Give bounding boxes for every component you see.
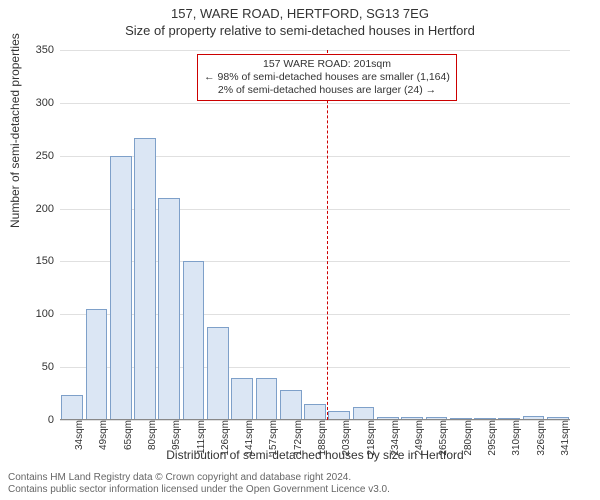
chart-title: 157, WARE ROAD, HERTFORD, SG13 7EG — [0, 0, 600, 21]
x-tick-label: 80sqm — [143, 420, 158, 450]
annotation-line: 2% of semi-detached houses are larger (2… — [204, 84, 450, 97]
x-tick-label: 65sqm — [119, 420, 134, 450]
chart-subtitle: Size of property relative to semi-detach… — [0, 21, 600, 38]
x-tick-label: 95sqm — [167, 420, 182, 450]
y-tick-label: 200 — [36, 203, 60, 215]
y-tick-label: 150 — [36, 255, 60, 267]
x-tick-label: 49sqm — [94, 420, 109, 450]
footer-line: Contains public sector information licen… — [8, 484, 390, 496]
reference-line — [327, 50, 328, 420]
annotation-line: 157 WARE ROAD: 201sqm — [204, 58, 450, 71]
x-axis-line — [60, 419, 570, 420]
histogram-bar — [110, 156, 132, 420]
histogram-bar — [158, 198, 180, 420]
y-tick-label: 250 — [36, 150, 60, 162]
x-tick-label: 34sqm — [70, 420, 85, 450]
y-tick-label: 300 — [36, 97, 60, 109]
y-tick-label: 350 — [36, 44, 60, 56]
histogram-bar — [231, 378, 253, 420]
histogram-bar — [304, 404, 326, 420]
footer-line: Contains HM Land Registry data © Crown c… — [8, 472, 390, 484]
annotation-box: 157 WARE ROAD: 201sqm← 98% of semi-detac… — [197, 54, 457, 101]
histogram-bar — [86, 309, 108, 420]
y-tick-label: 0 — [48, 414, 60, 426]
histogram-bar — [256, 378, 278, 420]
histogram-bar — [280, 390, 302, 420]
histogram-bar — [183, 261, 205, 420]
footer-attribution: Contains HM Land Registry data © Crown c… — [8, 472, 390, 496]
y-tick-label: 100 — [36, 308, 60, 320]
y-axis-label: Number of semi-detached properties — [8, 33, 22, 228]
histogram-bar — [207, 327, 229, 420]
annotation-line: ← 98% of semi-detached houses are smalle… — [204, 71, 450, 84]
histogram-bar — [61, 395, 83, 420]
chart-container: 157, WARE ROAD, HERTFORD, SG13 7EG Size … — [0, 0, 600, 500]
y-tick-label: 50 — [42, 361, 60, 373]
gridline — [60, 50, 570, 51]
x-axis-label: Distribution of semi-detached houses by … — [60, 448, 570, 462]
gridline — [60, 103, 570, 104]
plot-area: 05010015020025030035034sqm49sqm65sqm80sq… — [60, 50, 570, 420]
histogram-bar — [134, 138, 156, 420]
